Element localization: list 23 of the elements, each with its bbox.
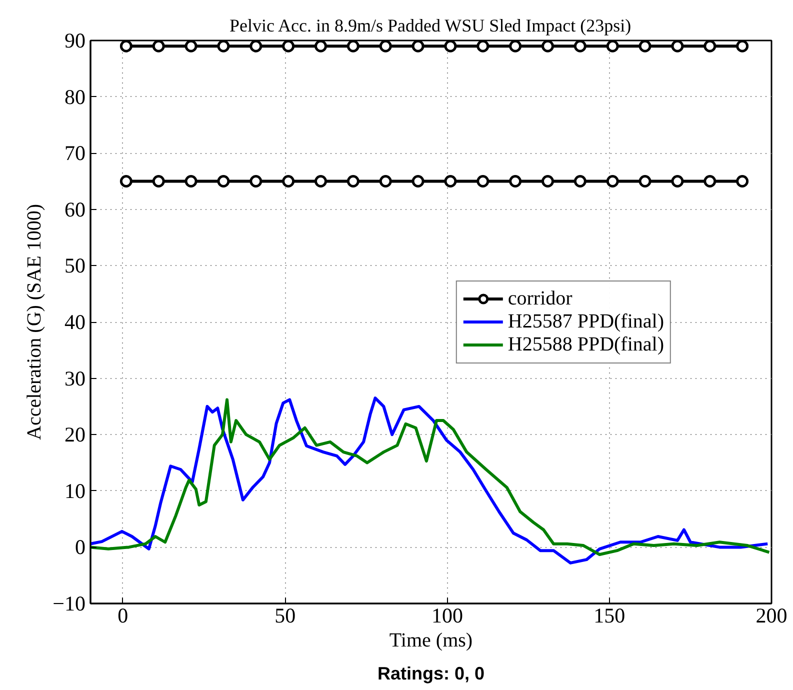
chart-title: Pelvic Acc. in 8.9m/s Padded WSU Sled Impact (23psi) <box>230 16 632 36</box>
legend-label: H25588 PPD(final) <box>508 333 664 356</box>
x-tick-label: 50 <box>274 604 296 628</box>
y-tick-label: 90 <box>64 28 86 52</box>
y-tick-label: 20 <box>64 422 86 447</box>
legend-label: H25587 PPD(final) <box>508 310 664 333</box>
y-tick-label: 0 <box>75 535 86 560</box>
y-tick-label: 50 <box>64 254 86 278</box>
x-tick-label: 200 <box>756 604 788 628</box>
x-tick-label: 100 <box>431 604 463 628</box>
text: Ratings: 0, 0 <box>377 664 485 684</box>
legend-label: corridor <box>508 287 572 310</box>
y-tick-label: −10 <box>52 592 86 616</box>
y-tick-label: 80 <box>64 84 86 109</box>
x-tick-label: 150 <box>594 604 626 628</box>
x-axis-title: Time (ms) <box>389 630 473 652</box>
y-axis-title: Acceleration (G) (SAE 1000) <box>24 204 46 440</box>
y-tick-label: 60 <box>64 197 86 222</box>
y-tick-label: 70 <box>64 141 86 166</box>
y-tick-label: 30 <box>64 366 86 390</box>
y-tick-label: 40 <box>64 310 86 334</box>
y-tick-label: 10 <box>64 478 86 503</box>
x-tick-label: 0 <box>118 604 128 628</box>
